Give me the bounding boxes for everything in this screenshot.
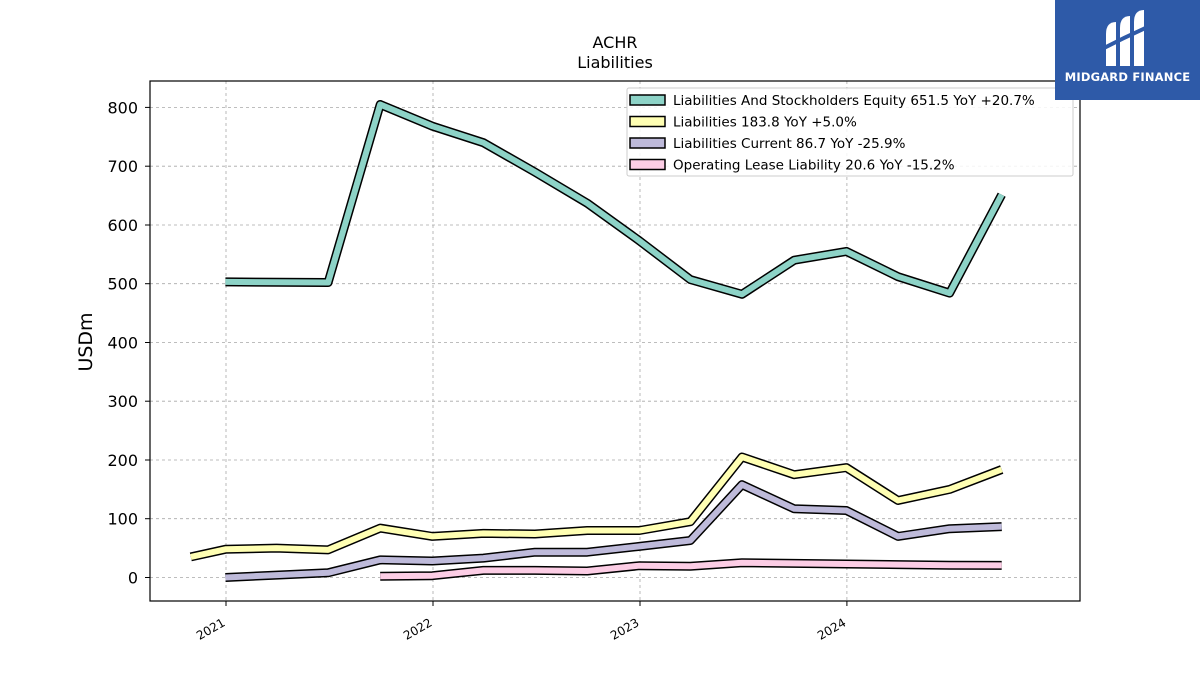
series-line [225,100,1006,299]
legend-label: Liabilities 183.8 YoY +5.0% [673,115,857,131]
y-tick-label: 600 [107,216,138,235]
legend-swatch [629,115,666,128]
y-axis-label: USDm [75,312,97,371]
y-tick-label: 300 [107,392,138,411]
y-tick-label: 400 [107,334,138,353]
legend-label: Liabilities And Stockholders Equity 651.… [673,93,1035,109]
legend-box [626,87,1074,177]
series-line-fill [225,481,1002,581]
brand-logo: MIDGARD FINANCE [1055,0,1200,100]
series-layer [189,100,1006,582]
series-line [380,558,1002,581]
plot-frame [149,80,1081,602]
y-tick-label: 500 [107,275,138,294]
y-tick-label: 100 [107,510,138,529]
series-line-fill [225,101,1005,298]
y-tick-label: 800 [107,98,138,117]
y-tick-label: 200 [107,451,138,470]
chart-subtitle: Liabilities [577,53,653,72]
y-tick-label: 700 [107,157,138,176]
series-line-fill [190,454,1003,560]
series-line-fill [380,559,1002,580]
brand-name: MIDGARD FINANCE [1064,70,1191,84]
legend-swatch [629,94,666,106]
series-line [225,480,1002,582]
legend: Liabilities And Stockholders Equity 651.… [626,87,1074,177]
legend-swatch [629,158,666,171]
legend-swatch [629,137,666,149]
midgard-m-logo-icon [1103,10,1151,66]
chart-title: ACHR [593,33,638,52]
series-line [189,452,1004,562]
legend-label: Operating Lease Liability 20.6 YoY -15.2… [673,158,955,174]
y-tick-label: 0 [128,569,138,588]
legend-label: Liabilities Current 86.7 YoY -25.9% [673,136,906,152]
